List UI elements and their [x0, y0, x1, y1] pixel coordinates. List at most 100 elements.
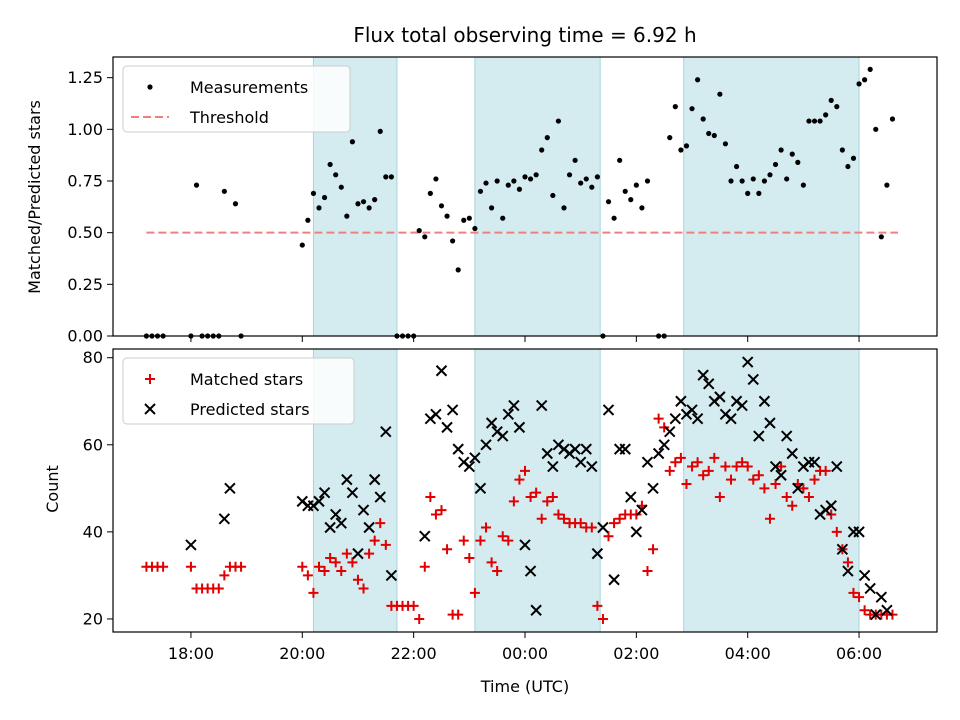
data-point — [672, 104, 678, 110]
data-point — [558, 513, 569, 524]
legend-marker-predicted — [144, 403, 156, 415]
data-point — [787, 500, 798, 511]
data-point — [687, 461, 698, 472]
data-point — [324, 521, 336, 534]
data-point — [302, 570, 313, 581]
data-point — [823, 112, 829, 118]
y-tick-label: 20 — [83, 609, 103, 628]
data-point — [338, 184, 344, 190]
data-point — [842, 565, 854, 577]
data-point — [574, 456, 587, 468]
data-point — [497, 531, 508, 542]
data-point — [347, 557, 358, 568]
data-point — [430, 509, 441, 520]
data-point — [602, 404, 615, 416]
data-point — [761, 178, 768, 184]
data-point — [444, 213, 450, 219]
data-point — [594, 174, 600, 180]
data-point — [689, 106, 695, 112]
data-point — [583, 176, 589, 182]
shaded-interval-3 — [683, 56, 860, 337]
data-point — [714, 492, 725, 503]
data-point — [633, 182, 639, 188]
data-point — [385, 569, 398, 582]
data-point — [419, 530, 431, 542]
shaded-interval-3 — [683, 348, 860, 633]
data-point — [750, 176, 756, 182]
data-point — [185, 561, 196, 572]
data-point — [694, 77, 701, 83]
data-point — [664, 426, 676, 438]
data-point — [870, 608, 882, 621]
data-point — [539, 147, 545, 153]
data-point — [344, 213, 350, 219]
data-point — [580, 443, 592, 455]
data-point — [603, 531, 614, 542]
data-point — [466, 215, 472, 221]
data-point — [875, 591, 888, 603]
data-point — [435, 365, 448, 377]
data-point — [611, 215, 617, 221]
data-point — [485, 417, 498, 429]
data-point — [333, 172, 339, 178]
data-point — [642, 566, 653, 577]
data-point — [422, 234, 428, 240]
data-point — [469, 452, 481, 464]
data-point — [781, 492, 792, 503]
legend-box — [122, 65, 351, 133]
count-y-axis-label: Count — [43, 465, 62, 513]
data-point — [232, 201, 239, 207]
data-point — [675, 395, 687, 407]
data-point — [722, 141, 729, 147]
legend: Measurements Threshold — [122, 65, 351, 133]
data-point — [357, 504, 370, 516]
data-point — [463, 460, 476, 473]
x-tick-label: 04:00 — [725, 644, 771, 663]
data-point — [363, 521, 375, 534]
data-point — [544, 135, 550, 141]
series-measurements — [143, 66, 896, 339]
data-point — [533, 172, 539, 178]
y-tick-label: 0.25 — [67, 275, 103, 294]
data-point — [697, 369, 709, 381]
data-point — [508, 496, 519, 507]
data-point — [873, 126, 879, 132]
data-point — [369, 535, 380, 546]
data-point — [550, 192, 556, 199]
data-point — [416, 228, 422, 234]
data-point — [520, 465, 530, 476]
data-point — [380, 539, 391, 550]
data-point — [889, 116, 896, 122]
data-point — [850, 155, 857, 161]
data-point — [681, 478, 692, 489]
data-point — [314, 561, 324, 572]
data-point — [352, 547, 364, 560]
data-point — [313, 495, 325, 508]
legend-box — [122, 357, 355, 425]
data-point — [769, 460, 782, 473]
data-point — [683, 143, 690, 149]
legend-label: Measurements — [190, 78, 308, 97]
x-tick-label: 20:00 — [279, 644, 325, 663]
data-point — [219, 570, 230, 581]
data-point — [884, 182, 890, 188]
data-point — [375, 518, 386, 529]
data-point — [644, 178, 651, 184]
legend-label: Threshold — [189, 108, 269, 127]
data-point — [508, 399, 520, 412]
data-point — [536, 513, 547, 524]
data-point — [349, 139, 356, 145]
data-point — [589, 184, 595, 190]
data-point — [628, 197, 634, 203]
data-point — [803, 492, 814, 503]
data-point — [505, 182, 511, 188]
data-point — [678, 147, 684, 153]
data-point — [436, 505, 447, 516]
data-point — [310, 190, 317, 196]
data-point — [427, 190, 433, 196]
data-point — [709, 452, 720, 463]
data-point — [825, 500, 837, 512]
data-point — [308, 587, 319, 598]
data-point — [553, 509, 564, 520]
data-point — [586, 460, 598, 473]
